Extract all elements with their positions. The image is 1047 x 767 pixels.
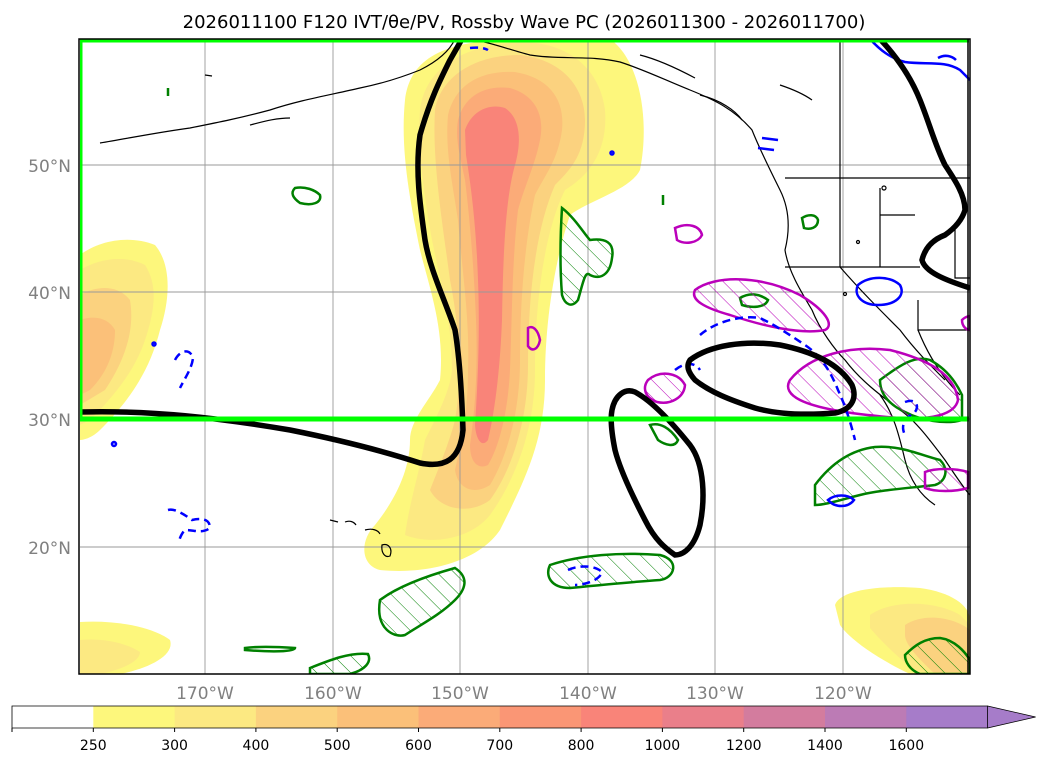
islands (204, 74, 887, 558)
colorbar-tick-label: 1000 (645, 738, 681, 754)
colorbar-tick-label: 600 (405, 738, 432, 754)
lon-label: 140°W (559, 684, 617, 704)
colorbar-segment (825, 706, 907, 728)
map-title: 2026011100 F120 IVT/θe/PV, Rossby Wave P… (183, 12, 866, 33)
lon-label: 170°W (176, 684, 234, 704)
colorbar-tick-label: 300 (161, 738, 188, 754)
colorbar-tick-label: 700 (486, 738, 513, 754)
colorbar-segment (255, 706, 338, 728)
colorbar-ticks: 250 300 400 500 600 700 800 1000 1200 1400 1600 (11, 728, 924, 754)
colorbar-tick-label: 1400 (807, 738, 843, 754)
lon-label: 160°W (304, 684, 362, 704)
colorbar-tick-label: 400 (243, 738, 270, 754)
pc-contours (80, 39, 970, 558)
lon-label: 120°W (814, 684, 872, 704)
longitude-labels: 170°W 160°W 150°W 140°W 130°W 120°W (176, 684, 872, 704)
colorbar-segment (743, 706, 826, 728)
colorbar-segment (93, 706, 176, 728)
map-frame (78, 38, 971, 675)
colorbar-segment (418, 706, 501, 728)
lon-label: 130°W (686, 684, 744, 704)
colorbar-tick-label: 800 (568, 738, 595, 754)
colorbar-segment (337, 706, 419, 728)
colorbar-tick-label: 500 (324, 738, 351, 754)
lat-label: 20°N (28, 539, 71, 559)
colorbar-segment (499, 706, 582, 728)
colorbar-tick-label: 250 (80, 738, 107, 754)
ivt-shading (80, 39, 970, 674)
colorbar-segment (581, 706, 663, 728)
map-area (80, 39, 970, 674)
colorbar-segment (12, 706, 94, 728)
lat-label: 50°N (28, 157, 71, 177)
lon-label: 150°W (431, 684, 489, 704)
latitude-labels: 50°N 40°N 30°N 20°N (28, 157, 71, 559)
colorbar-segment (662, 706, 745, 728)
colorbar-tick-label: 1600 (888, 738, 924, 754)
lat-label: 40°N (28, 284, 71, 304)
colorbar-tick-label: 1200 (726, 738, 762, 754)
lat-label: 30°N (28, 411, 71, 431)
colorbar-extend-arrow (987, 705, 1036, 729)
colorbar-segment (174, 706, 257, 728)
colorbar (11, 705, 1036, 729)
colorbar-segment (906, 706, 989, 728)
highlight-box (80, 39, 969, 422)
